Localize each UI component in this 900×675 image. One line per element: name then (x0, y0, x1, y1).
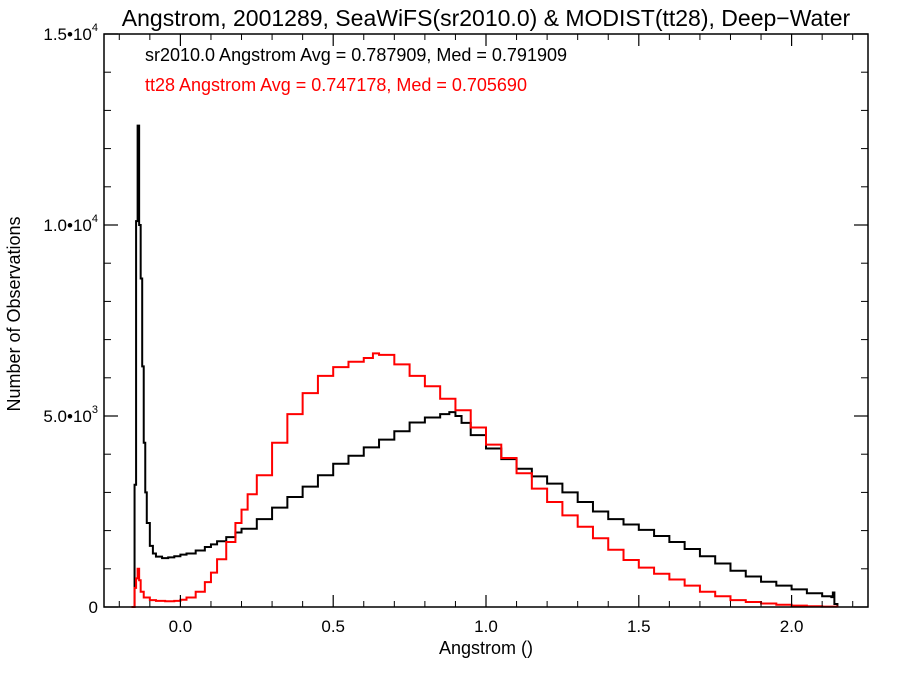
x-tick-label: 0.0 (169, 617, 193, 636)
x-tick-label: 2.0 (780, 617, 804, 636)
plot-frame (103, 33, 869, 608)
y-tick-label: 1.0•104 (43, 213, 98, 235)
y-tick-label: 1.5•104 (43, 22, 98, 44)
y-tick-label: 0 (89, 598, 98, 617)
chart-title: Angstrom, 2001289, SeaWiFS(sr2010.0) & M… (122, 5, 851, 31)
series-line-2 (131, 352, 839, 608)
annotations: sr2010.0 Angstrom Avg = 0.787909, Med = … (145, 45, 567, 95)
y-axis-title: Number of Observations (4, 216, 24, 411)
annotation-tt28: tt28 Angstrom Avg = 0.747178, Med = 0.70… (145, 75, 527, 95)
plot-area (131, 124, 839, 608)
x-tick-label: 1.0 (474, 617, 498, 636)
x-axis-title: Angstrom () (439, 638, 533, 658)
x-tick-label: 1.5 (627, 617, 651, 636)
x-tick-label: 0.5 (321, 617, 345, 636)
x-axis: 0.0 0.5 1.0 1.5 2.0 (118, 34, 854, 636)
annotation-sr2010: sr2010.0 Angstrom Avg = 0.787909, Med = … (145, 45, 567, 65)
y-tick-label: 5.0•103 (43, 404, 98, 426)
y-axis: 0 5.0•103 1.0•104 1.5•104 (43, 22, 868, 617)
series-line-1 (131, 124, 839, 608)
